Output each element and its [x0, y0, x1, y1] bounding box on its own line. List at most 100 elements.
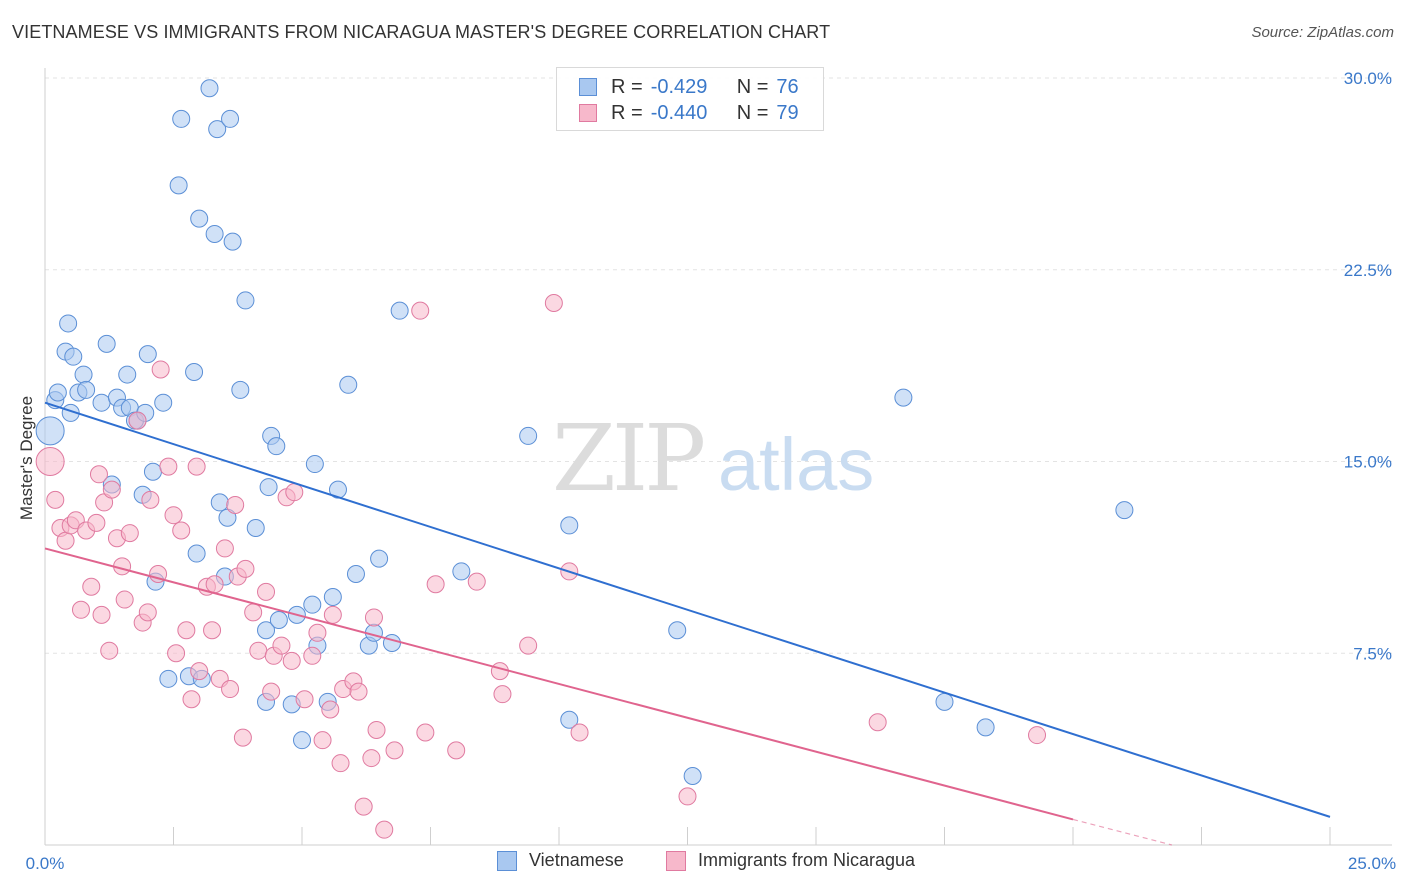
vietnamese-trend-line: [44, 401, 1331, 818]
nicaragua-point: [244, 603, 263, 622]
vietnamese-point: [668, 621, 687, 640]
vietnamese-point: [452, 562, 471, 581]
vietnamese-point: [269, 611, 288, 630]
vietnamese-point: [246, 518, 265, 537]
x-tick-label: 0.0%: [26, 854, 65, 873]
vietnamese-point: [48, 383, 67, 402]
vietnamese-point: [172, 109, 191, 128]
n-label: N =: [736, 75, 769, 98]
vietnamese-point: [64, 347, 83, 366]
nicaragua-swatch: [579, 104, 597, 122]
vietnamese-point: [187, 544, 206, 563]
nicaragua-point: [82, 577, 101, 596]
tick-labels: 7.5% 15.0% 22.5% 30.0% 0.0% 25.0%: [26, 69, 1396, 873]
nicaragua-point: [46, 490, 65, 509]
nicaragua-point: [295, 690, 314, 709]
vietnamese-point: [185, 363, 204, 382]
legend-item-vietnamese[interactable]: Vietnamese: [497, 850, 624, 871]
nicaragua-point: [226, 495, 245, 514]
legend-row-vietnamese: R = -0.429 N = 76: [579, 74, 799, 100]
nicaragua-point: [1028, 726, 1047, 745]
nicaragua-point: [149, 564, 168, 583]
vietnamese-point: [346, 564, 365, 583]
vietnamese-point: [221, 109, 240, 128]
vietnamese-point: [894, 388, 913, 407]
nicaragua-point: [313, 731, 332, 750]
nicaragua-point: [375, 820, 394, 839]
vietnamese-point: [190, 209, 209, 228]
legend-label: Immigrants from Nicaragua: [698, 850, 916, 870]
nicaragua-point: [221, 680, 240, 699]
nicaragua-point: [257, 582, 276, 601]
nicaragua-point: [364, 608, 383, 627]
nicaragua-point: [233, 728, 252, 747]
nicaragua-point: [323, 605, 342, 624]
source-label: Source: ZipAtlas.com: [1251, 24, 1394, 41]
vietnamese-point: [35, 416, 65, 446]
vietnamese-point: [976, 718, 995, 737]
nicaragua-point: [215, 539, 234, 558]
x-tick-label: 25.0%: [1348, 854, 1396, 873]
nicaragua-point: [272, 636, 291, 655]
nicaragua-point: [120, 524, 139, 543]
watermark: ZIP atlas: [552, 405, 874, 512]
nicaragua-trend-line: [44, 547, 1074, 821]
vietnamese-point: [236, 291, 255, 310]
vietnamese-point: [293, 731, 311, 750]
vietnamese-point: [323, 588, 342, 607]
nicaragua-point: [868, 713, 887, 732]
vietnamese-point: [77, 380, 96, 399]
legend-label: Vietnamese: [529, 850, 624, 870]
nicaragua-point: [262, 682, 281, 701]
nicaragua-point: [35, 447, 65, 476]
r-value: -0.429: [650, 75, 708, 98]
nicaragua-point: [285, 483, 304, 502]
nicaragua-point: [321, 700, 340, 719]
nicaragua-point: [678, 787, 697, 806]
legend-item-nicaragua[interactable]: Immigrants from Nicaragua: [666, 850, 915, 871]
nicaragua-point: [102, 480, 121, 499]
nicaragua-point: [385, 741, 404, 760]
chart-title: VIETNAMESE VS IMMIGRANTS FROM NICARAGUA …: [12, 22, 831, 42]
vietnamese-point: [305, 455, 324, 474]
nicaragua-point: [519, 636, 538, 655]
nicaragua-point: [447, 741, 466, 760]
vietnamese-point: [205, 224, 224, 243]
vietnamese-point: [208, 120, 227, 139]
vietnamese-point: [935, 692, 954, 711]
vietnamese-point: [382, 634, 401, 653]
vietnamese-point: [339, 375, 358, 394]
nicaragua-point: [493, 685, 512, 704]
nicaragua-point: [236, 559, 255, 578]
vietnamese-point: [231, 380, 250, 399]
vietnamese-point: [200, 79, 219, 98]
vietnamese-swatch: [497, 850, 517, 871]
n-value: 79: [776, 101, 799, 124]
nicaragua-point: [331, 754, 350, 773]
vietnamese-point: [169, 176, 188, 195]
nicaragua-point: [190, 662, 209, 681]
nicaragua-point: [490, 662, 509, 681]
vietnamese-point: [257, 621, 276, 640]
vietnamese-point: [159, 669, 178, 688]
nicaragua-point: [308, 623, 327, 642]
vietnamese-point: [1115, 501, 1134, 520]
vietnamese-point: [370, 549, 389, 568]
vietnamese-swatch: [579, 78, 597, 96]
n-value: 76: [776, 75, 799, 98]
vietnamese-point: [683, 766, 702, 785]
vietnamese-point: [259, 478, 278, 497]
nicaragua-point: [92, 605, 111, 624]
r-label: R =: [611, 75, 643, 98]
vietnamese-point: [138, 345, 157, 364]
vietnamese-point: [223, 232, 242, 251]
nicaragua-point: [100, 641, 119, 660]
vietnamese-point: [519, 426, 538, 445]
nicaragua-point: [128, 411, 147, 430]
nicaragua-point: [172, 521, 191, 540]
vietnamese-point: [210, 493, 229, 512]
nicaragua-point: [354, 797, 373, 816]
nicaragua-point: [164, 506, 183, 525]
nicaragua-point: [141, 490, 160, 509]
nicaragua-point: [303, 646, 322, 665]
